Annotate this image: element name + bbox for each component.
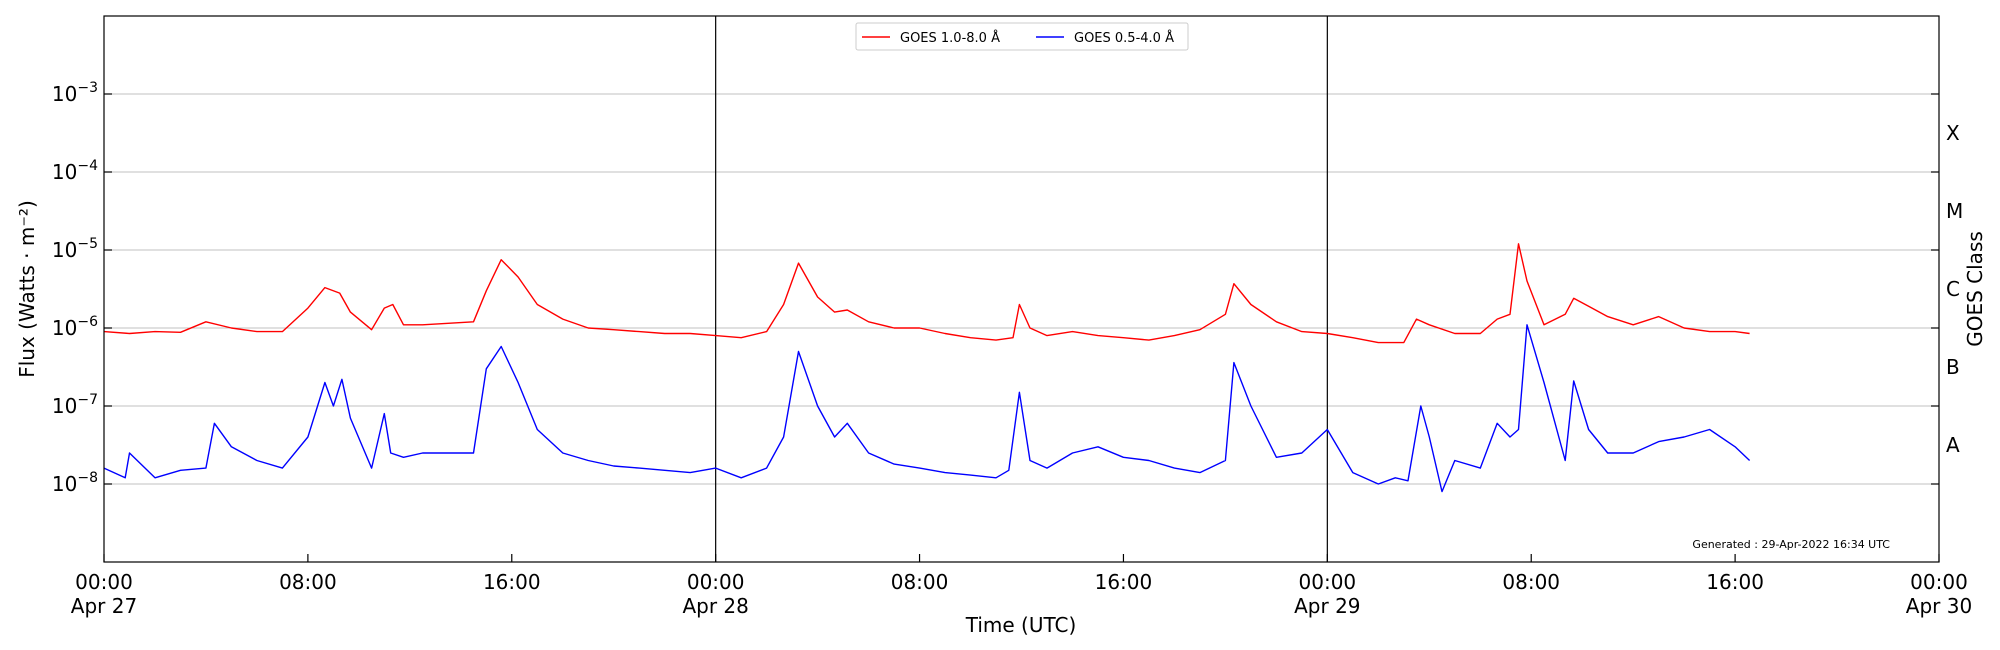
x-tick-label: 08:00 — [891, 570, 949, 594]
x-tick-date-label: Apr 30 — [1906, 594, 1972, 618]
y-tick-label: 10−4 — [52, 158, 98, 184]
plot-frame — [103, 15, 1940, 563]
x-tick-label: 00:00 — [75, 570, 133, 594]
x-tick-label: 16:00 — [1095, 570, 1153, 594]
x-tick-date-label: Apr 27 — [71, 594, 137, 618]
x-tick-label: 00:00 — [1910, 570, 1968, 594]
series-line-2 — [103, 324, 1751, 493]
legend-box — [855, 22, 1189, 51]
y-tick-label: 10−7 — [52, 392, 98, 418]
legend-label-series-1: GOES 1.0-8.0 Å — [900, 30, 1000, 46]
y-axis-ticks: 10−8 10−7 10−6 10−5 10−4 10−3 — [52, 80, 1939, 496]
right-axis-title: GOES Class — [1963, 231, 1987, 347]
goes-class-label: A — [1946, 433, 1960, 457]
x-tick-date-label: Apr 28 — [682, 594, 748, 618]
x-tick-label: 16:00 — [483, 570, 541, 594]
x-tick-label: 00:00 — [687, 570, 745, 594]
x-tick-label: 08:00 — [1502, 570, 1560, 594]
y-axis-title: Flux (Watts · m⁻²) — [15, 200, 39, 378]
x-axis-title: Time (UTC) — [965, 613, 1077, 637]
series-line-1 — [103, 243, 1750, 344]
y-tick-label: 10−3 — [52, 80, 98, 106]
x-tick-date-label: Apr 29 — [1294, 594, 1360, 618]
legend: GOES 1.0-8.0 Å GOES 0.5-4.0 Å — [855, 22, 1189, 51]
grid-lines — [104, 93, 1939, 485]
legend-label-series-2: GOES 0.5-4.0 Å — [1074, 30, 1174, 46]
goes-class-label: C — [1946, 277, 1960, 301]
goes-class-label: M — [1946, 199, 1963, 223]
x-tick-label: 16:00 — [1706, 570, 1764, 594]
goes-class-label: B — [1946, 355, 1960, 379]
day-divider-lines — [715, 16, 1328, 562]
y-tick-label: 10−6 — [52, 314, 98, 340]
goes-class-labels: A B C M X — [1946, 121, 1963, 457]
y-tick-label: 10−5 — [52, 236, 98, 262]
x-tick-label: 08:00 — [279, 570, 337, 594]
generated-annotation: Generated : 29-Apr-2022 16:34 UTC — [1692, 538, 1890, 551]
goes-class-label: X — [1946, 121, 1960, 145]
x-tick-label: 00:00 — [1299, 570, 1357, 594]
series-lines — [103, 243, 1751, 493]
y-tick-label: 10−8 — [52, 470, 98, 496]
